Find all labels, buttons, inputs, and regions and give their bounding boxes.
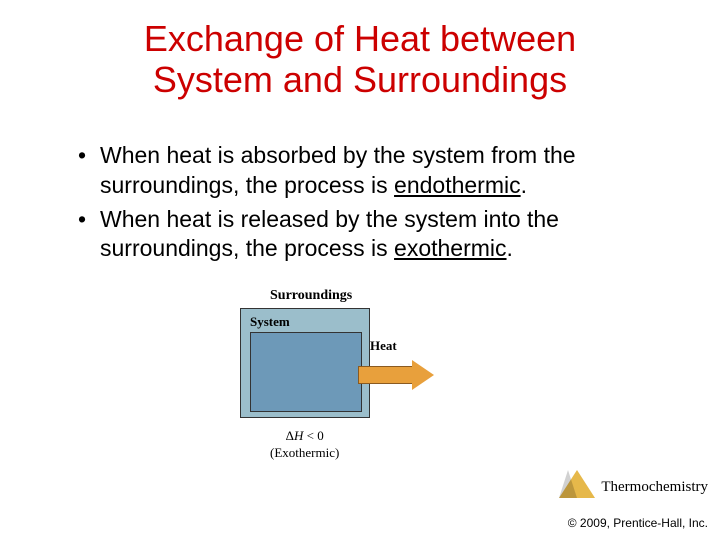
system-box [250,332,362,412]
bullet-term: exothermic [394,235,506,261]
copyright-text: © 2009, Prentice-Hall, Inc. [568,516,708,530]
heat-arrow [358,360,438,390]
arrow-head-icon [412,360,434,390]
arrow-body [358,366,413,384]
heat-label: Heat [370,338,397,354]
exothermic-caption: (Exothermic) [270,445,339,460]
bullet-text-post: . [507,235,513,261]
surroundings-label: Surroundings [270,288,352,304]
title-line-1: Exchange of Heat between [144,18,576,59]
topic-label: Thermochemistry [601,479,708,496]
footer-branding: Thermochemistry [559,470,708,500]
delta-h-label: ΔH < 0 (Exothermic) [270,428,339,462]
title-line-2: System and Surroundings [153,59,567,100]
bullet-item: When heat is released by the system into… [78,205,670,265]
system-label: System [250,314,290,330]
slide-title: Exchange of Heat between System and Surr… [0,0,720,101]
pyramid-icon [559,470,595,498]
bullet-list: When heat is absorbed by the system from… [0,101,720,265]
bullet-term: endothermic [394,172,521,198]
bullet-text-post: . [521,172,527,198]
bullet-item: When heat is absorbed by the system from… [78,141,670,201]
heat-diagram: Surroundings System Heat ΔH < 0 (Exother… [230,288,490,468]
